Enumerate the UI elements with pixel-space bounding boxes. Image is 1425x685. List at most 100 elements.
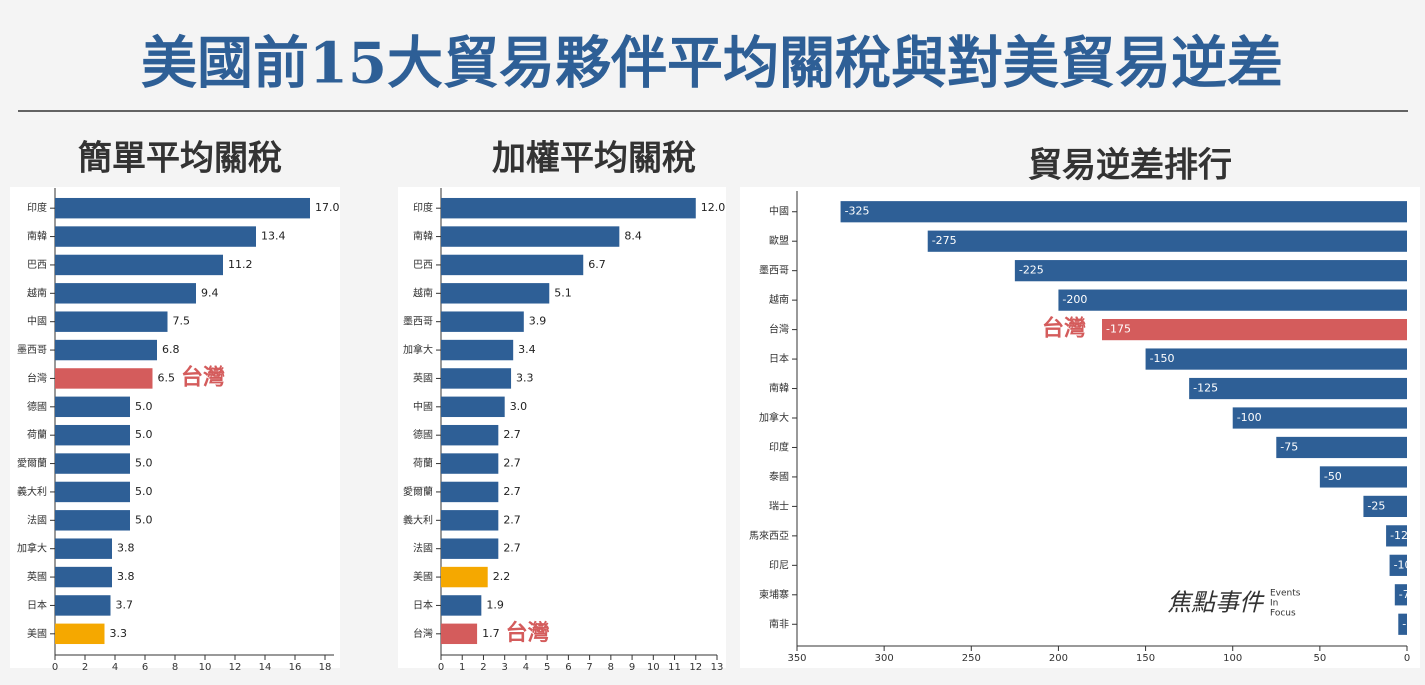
bar (441, 566, 488, 588)
bar (1102, 318, 1407, 341)
category-label: 印度 (413, 201, 433, 214)
page-title: 美國前15大貿易夥伴平均關稅與對美貿易逆差 (141, 31, 1283, 97)
x-tick-label: 18 (319, 662, 332, 673)
category-label: 越南 (413, 286, 433, 299)
annotation: 台灣 (1042, 316, 1086, 342)
logo: 焦點事件 Events In Focus (1167, 589, 1301, 619)
value-label: 3.3 (110, 627, 128, 640)
bar (1058, 289, 1407, 311)
category-label: 日本 (27, 598, 47, 611)
category-label: 中國 (27, 315, 47, 328)
category-label: 荷蘭 (413, 457, 433, 470)
x-tick-label: 10 (647, 662, 660, 673)
bar (441, 510, 499, 531)
category-label: 瑞士 (769, 499, 789, 512)
bar (441, 481, 499, 503)
value-label: 5.0 (135, 513, 153, 526)
x-tick-label: 250 (962, 653, 981, 664)
value-label: -150 (1150, 352, 1175, 365)
category-label: 英國 (413, 371, 433, 384)
category-label: 中國 (413, 400, 433, 413)
bar (441, 623, 478, 645)
x-tick-label: 2 (82, 662, 88, 673)
x-tick-label: 8 (608, 662, 614, 673)
x-tick-label: 13 (711, 662, 724, 673)
value-label: -10 (1394, 558, 1412, 571)
value-label: 7.5 (173, 315, 191, 328)
value-label: 2.7 (503, 428, 521, 441)
x-tick-label: 16 (289, 662, 302, 673)
bar (1189, 377, 1407, 400)
category-label: 義大利 (403, 513, 433, 526)
value-label: 3.3 (516, 371, 534, 384)
category-label: 墨西哥 (759, 265, 789, 277)
bar (927, 230, 1407, 252)
bar (840, 201, 1407, 223)
value-label: 12.0 (701, 201, 726, 214)
category-label: 印度 (27, 201, 47, 214)
value-label: 6.5 (158, 371, 176, 384)
bar (441, 595, 482, 616)
category-label: 越南 (769, 293, 789, 306)
category-label: 荷蘭 (27, 428, 47, 441)
x-tick-label: 50 (1313, 653, 1326, 664)
category-label: 馬來西亞 (749, 530, 789, 542)
value-label: -225 (1019, 264, 1044, 277)
x-tick-label: 150 (1136, 653, 1155, 664)
bar (441, 453, 499, 474)
chart-title: 加權平均關稅 (492, 139, 696, 179)
category-label: 加拿大 (403, 343, 433, 356)
bar (55, 311, 168, 332)
bar (441, 368, 512, 389)
category-label: 愛爾蘭 (403, 485, 433, 498)
x-tick-label: 1 (459, 662, 465, 673)
category-label: 南韓 (413, 230, 433, 243)
bar (55, 424, 130, 446)
bar (441, 424, 499, 446)
bar (1014, 260, 1407, 282)
value-label: -100 (1237, 411, 1262, 424)
bar (441, 197, 696, 219)
value-label: 2.7 (503, 457, 521, 470)
value-label: 5.0 (135, 457, 153, 470)
category-label: 加拿大 (17, 542, 47, 555)
bar (441, 254, 584, 276)
x-tick-label: 100 (1223, 653, 1242, 664)
chart-title: 簡單平均關稅 (78, 139, 282, 179)
value-label: 3.0 (510, 400, 528, 413)
category-label: 越南 (27, 286, 47, 299)
category-label: 南韓 (27, 230, 47, 243)
bar (55, 453, 130, 474)
bar (55, 254, 223, 276)
bar (1363, 495, 1407, 518)
bar (441, 339, 514, 361)
value-label: -175 (1106, 323, 1131, 336)
category-label: 中國 (769, 205, 789, 218)
bar (55, 481, 130, 503)
category-label: 台灣 (27, 371, 47, 384)
category-label: 愛爾蘭 (17, 457, 47, 470)
x-tick-label: 7 (586, 662, 592, 673)
x-tick-label: 4 (112, 662, 118, 673)
value-label: -7 (1399, 588, 1410, 601)
bar (55, 538, 112, 559)
logo-tagline: Events (1270, 589, 1301, 599)
value-label: -75 (1280, 440, 1298, 453)
value-label: 3.4 (518, 343, 536, 356)
bar (441, 283, 550, 304)
value-label: 3.8 (117, 542, 135, 555)
category-label: 美國 (413, 570, 433, 583)
bar (55, 566, 112, 588)
value-label: 1.9 (486, 598, 504, 611)
x-tick-label: 12 (689, 662, 702, 673)
value-label: 2.2 (493, 570, 511, 583)
bar (55, 197, 310, 219)
category-label: 巴西 (413, 259, 433, 271)
x-tick-label: 0 (1404, 653, 1410, 664)
value-label: 2.7 (503, 513, 521, 526)
category-label: 印度 (769, 440, 789, 453)
x-tick-label: 6 (142, 662, 148, 673)
category-label: 法國 (413, 542, 433, 555)
x-tick-label: 11 (668, 662, 681, 673)
